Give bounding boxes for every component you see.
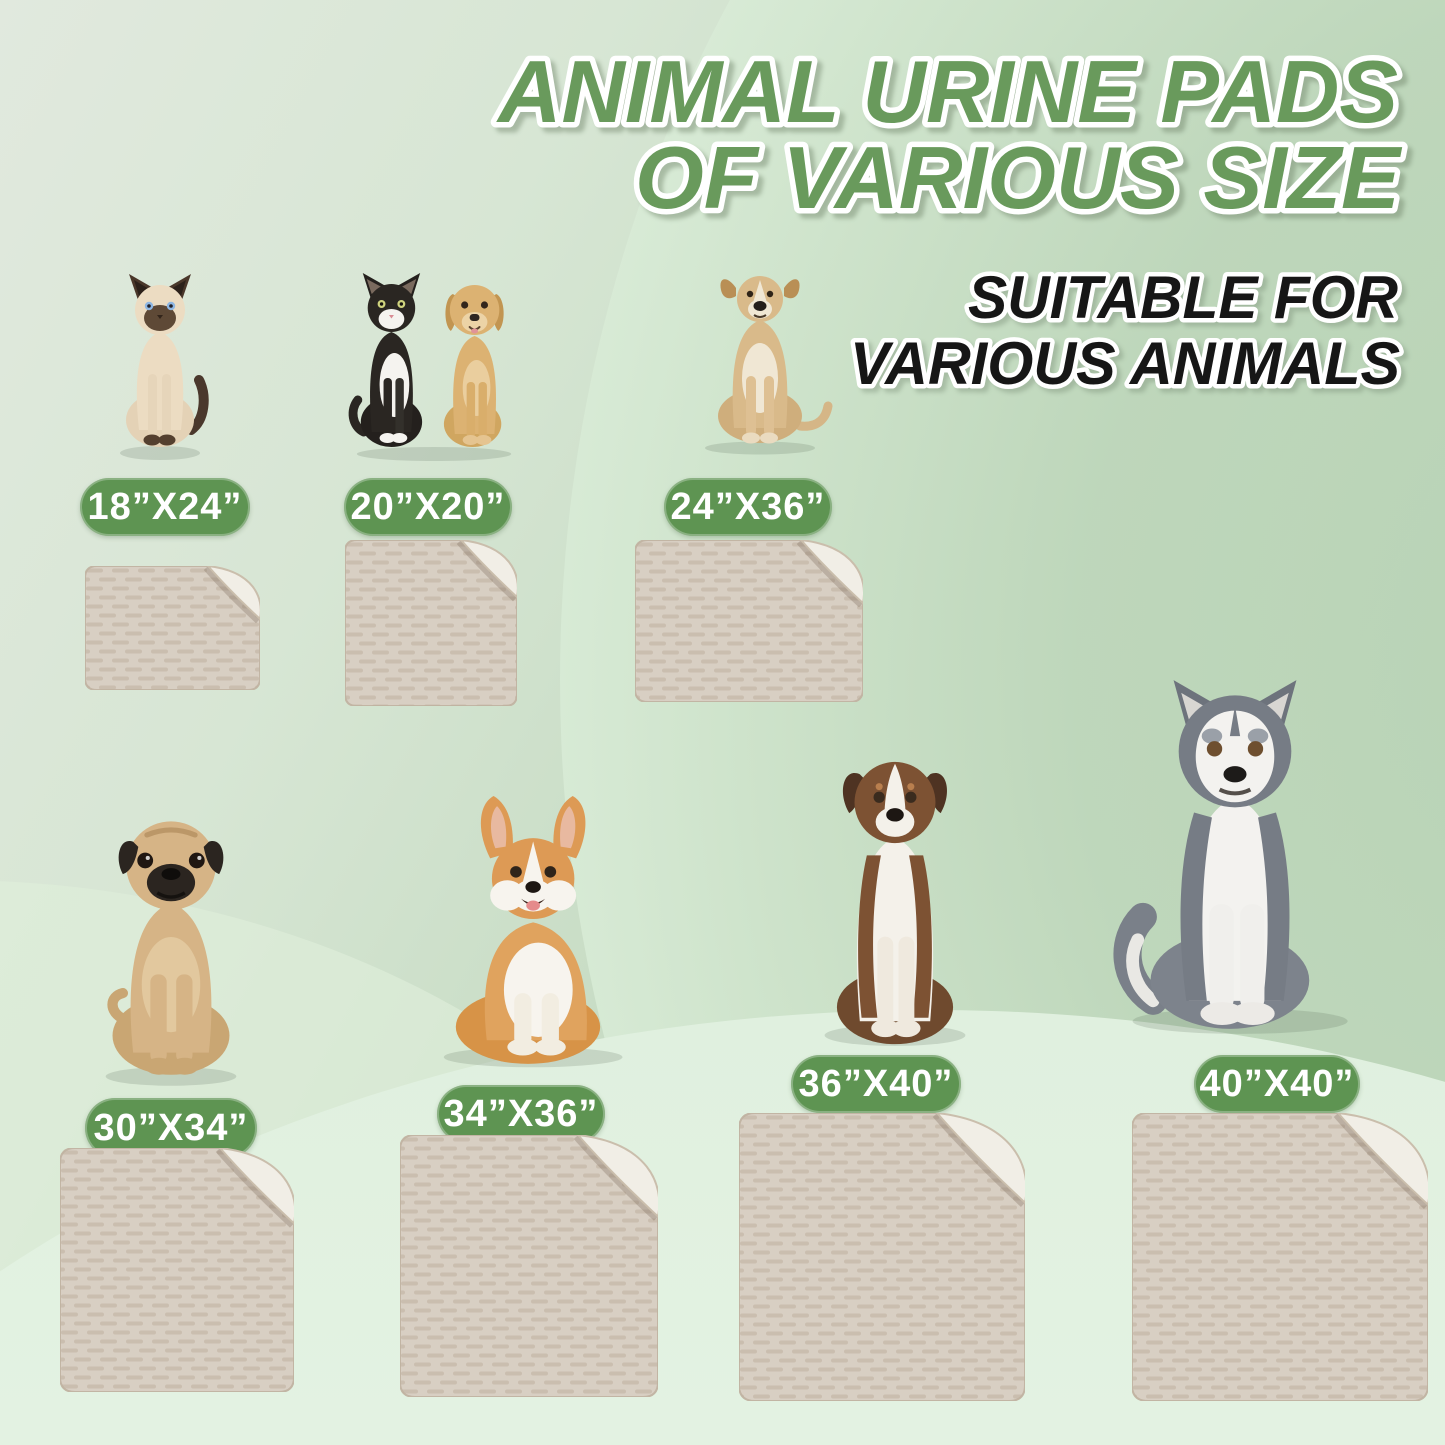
size-badge-36x40: 36”X40”	[791, 1055, 961, 1113]
pad-image-40x40	[1132, 1113, 1428, 1401]
pet-group-36x40: 36”X40”	[735, 737, 1033, 1401]
corgi-image	[443, 796, 623, 1068]
size-badge-18x24: 18”X24”	[80, 478, 250, 536]
australian-shepherd-image	[824, 761, 966, 1046]
pad-image-24x36	[635, 540, 863, 702]
pad-image-34x36	[400, 1135, 658, 1397]
pad-image-20x20	[345, 540, 517, 706]
size-badge-24x36: 24”X36”	[664, 478, 832, 536]
tuxedo-cat-and-labrador-puppy-image	[348, 273, 512, 461]
pet-group-30x34: 30”X34”	[55, 812, 300, 1397]
siberian-husky-image	[1113, 680, 1348, 1034]
pet-group-24x36: 24”X36”	[618, 248, 880, 710]
pad-image-36x40	[739, 1113, 1025, 1401]
pad-image-30x34	[60, 1148, 294, 1392]
pad-image-18x24	[85, 566, 260, 690]
pet-group-20x20: 20”X20”	[330, 258, 535, 708]
pet-group-40x40: 40”X40”	[1095, 672, 1440, 1401]
pug-image	[105, 821, 237, 1086]
size-badge-20x20: 20”X20”	[344, 478, 512, 536]
tan-dog-image	[705, 276, 833, 455]
pet-group-18x24: 18”X24”	[60, 258, 275, 693]
siamese-cat-image	[120, 274, 209, 460]
size-badge-40x40: 40”X40”	[1194, 1055, 1360, 1113]
size-badge-34x36: 34”X36”	[437, 1085, 605, 1143]
pet-group-34x36: 34”X36”	[380, 788, 665, 1400]
